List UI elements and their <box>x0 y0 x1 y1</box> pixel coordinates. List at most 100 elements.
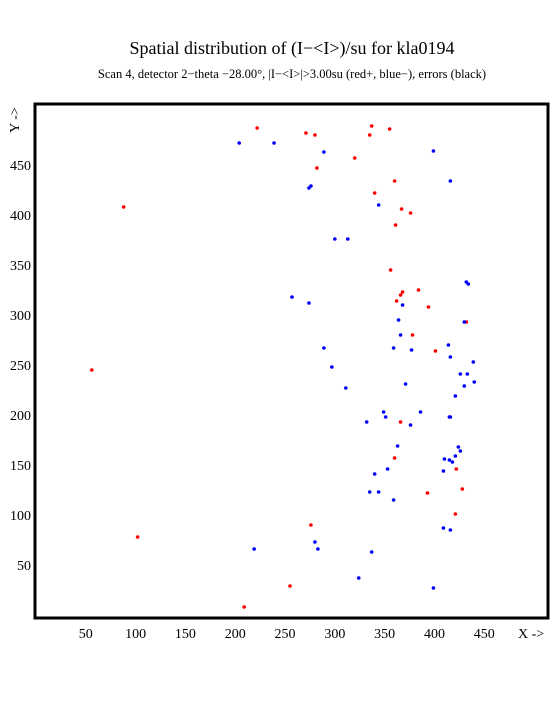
point <box>409 348 414 352</box>
point <box>446 343 451 347</box>
x-tick-label: 400 <box>424 627 445 642</box>
point <box>372 472 377 476</box>
chart-subtitle: Scan 4, detector 2−theta −28.00°, |I−<I>… <box>98 67 486 81</box>
point <box>372 191 377 195</box>
point <box>447 458 452 462</box>
point <box>89 368 94 372</box>
point <box>288 584 292 588</box>
point <box>352 156 357 160</box>
point <box>425 491 430 495</box>
point <box>367 490 372 494</box>
point <box>369 124 374 128</box>
y-tick-label: 300 <box>10 309 31 324</box>
point <box>456 445 461 449</box>
point <box>410 333 415 337</box>
plot-frame <box>33 102 550 620</box>
point <box>447 415 452 419</box>
x-tick-label: 150 <box>175 627 196 642</box>
point <box>441 526 446 530</box>
point <box>460 487 465 491</box>
point <box>388 268 393 272</box>
x-tick-label: 350 <box>374 627 395 642</box>
point <box>322 346 326 350</box>
point <box>367 133 372 137</box>
point <box>450 460 455 464</box>
point <box>242 605 246 609</box>
point <box>399 207 404 211</box>
point <box>376 490 381 494</box>
point <box>383 415 388 419</box>
point <box>472 380 477 384</box>
point <box>431 586 436 590</box>
point <box>395 444 400 448</box>
point <box>458 372 463 376</box>
point <box>237 141 242 145</box>
point <box>316 547 320 551</box>
point <box>453 512 458 516</box>
point <box>392 179 397 183</box>
point <box>392 456 397 460</box>
chart-title: Spatial distribution of (I−<I>)/su for k… <box>130 38 455 59</box>
point <box>391 498 396 502</box>
point <box>442 457 447 461</box>
point <box>462 320 467 324</box>
y-tick-label: 350 <box>10 259 31 274</box>
point <box>426 305 431 309</box>
point <box>333 237 337 241</box>
point <box>387 127 392 131</box>
point <box>343 386 348 390</box>
point <box>403 382 408 386</box>
point <box>458 449 463 453</box>
point <box>416 288 421 292</box>
point <box>315 166 319 170</box>
point <box>135 535 140 539</box>
x-tick-label: 450 <box>474 627 495 642</box>
y-tick-label: 400 <box>10 209 31 224</box>
x-tick-label: 50 <box>79 627 93 642</box>
y-tick-label: 200 <box>10 409 31 424</box>
point <box>408 423 413 427</box>
point <box>408 211 413 215</box>
point <box>448 179 453 183</box>
y-tick-label: 250 <box>10 359 31 374</box>
point <box>345 237 350 241</box>
point <box>448 355 453 359</box>
y-axis-label: Y -> <box>8 107 23 133</box>
point <box>398 333 403 337</box>
y-tick-label: 50 <box>17 559 31 574</box>
point <box>465 372 470 376</box>
point <box>304 131 308 135</box>
point <box>356 576 361 580</box>
point <box>453 454 458 458</box>
point <box>394 299 399 303</box>
x-axis-label: X -> <box>518 627 544 642</box>
point <box>453 394 458 398</box>
x-tick-label: 250 <box>275 627 296 642</box>
x-tick-label: 300 <box>324 627 345 642</box>
point <box>466 282 471 286</box>
point <box>272 141 276 145</box>
point <box>393 223 398 227</box>
point <box>313 133 317 137</box>
point <box>433 349 438 353</box>
point <box>396 318 401 322</box>
y-tick-label: 150 <box>10 459 31 474</box>
point <box>121 205 126 209</box>
point <box>309 523 313 527</box>
point <box>313 540 317 544</box>
point <box>364 420 369 424</box>
point <box>391 346 396 350</box>
point <box>398 293 403 297</box>
point <box>255 126 259 130</box>
y-tick-label: 100 <box>10 509 31 524</box>
point <box>400 303 405 307</box>
point <box>418 410 423 414</box>
point <box>400 290 405 294</box>
point <box>381 410 386 414</box>
point <box>471 360 476 364</box>
point <box>369 550 374 554</box>
point <box>441 469 446 473</box>
point <box>385 467 390 471</box>
point <box>398 420 403 424</box>
